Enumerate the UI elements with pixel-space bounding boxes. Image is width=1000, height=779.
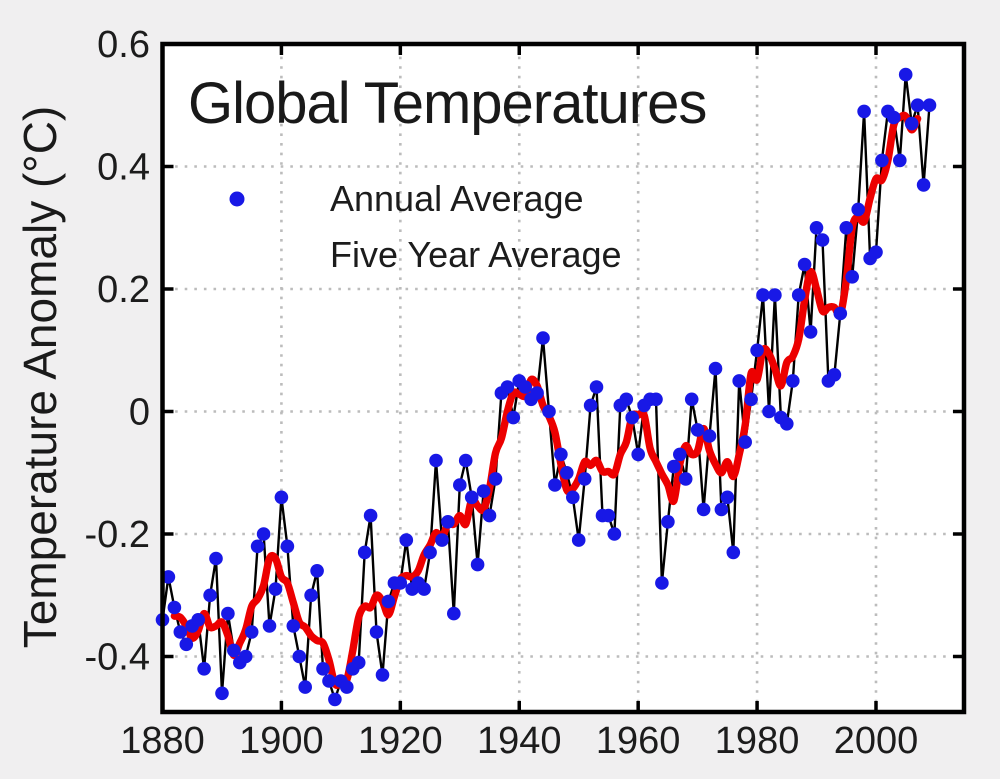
svg-text:1900: 1900 <box>239 720 324 762</box>
svg-text:1940: 1940 <box>477 720 562 762</box>
chart-title: Global Temperatures <box>188 71 707 136</box>
svg-text:0.2: 0.2 <box>97 269 150 311</box>
svg-text:1980: 1980 <box>715 720 800 762</box>
svg-text:1880: 1880 <box>120 720 205 762</box>
svg-text:0.4: 0.4 <box>97 147 150 189</box>
svg-text:0: 0 <box>129 392 150 434</box>
svg-text:1920: 1920 <box>358 720 443 762</box>
svg-text:-0.2: -0.2 <box>85 514 150 556</box>
svg-text:0.6: 0.6 <box>97 24 150 66</box>
svg-text:-0.4: -0.4 <box>85 637 150 679</box>
annual-dot-icon <box>229 191 245 207</box>
legend-label-annual: Annual Average <box>330 178 584 219</box>
y-axis-title: Temperature Anomaly (°C) <box>14 105 66 649</box>
legend-label-five-year: Five Year Average <box>330 234 622 275</box>
svg-text:1960: 1960 <box>596 720 681 762</box>
svg-text:2000: 2000 <box>834 720 919 762</box>
